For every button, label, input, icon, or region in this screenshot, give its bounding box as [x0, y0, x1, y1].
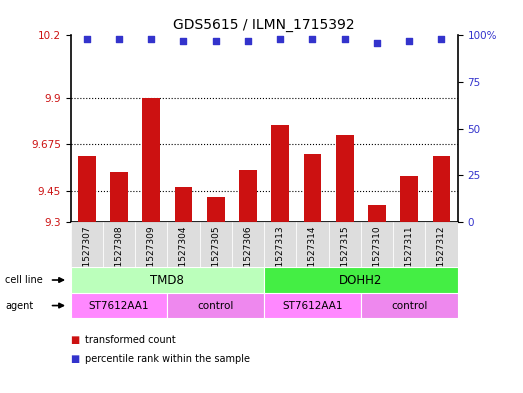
Point [437, 36, 446, 42]
Bar [361, 222, 393, 267]
Bar [78, 156, 96, 222]
Text: GSM1527311: GSM1527311 [405, 226, 414, 286]
Text: ST7612AA1: ST7612AA1 [89, 301, 149, 310]
Bar [264, 222, 297, 267]
Bar [71, 267, 264, 293]
Bar [361, 293, 458, 318]
Bar [393, 222, 425, 267]
Bar [110, 172, 128, 222]
Bar [433, 156, 450, 222]
Point [244, 38, 252, 44]
Text: agent: agent [5, 301, 33, 310]
Text: ■: ■ [71, 354, 83, 364]
Point [147, 36, 155, 42]
Bar [167, 293, 264, 318]
Bar [425, 222, 458, 267]
Text: GSM1527312: GSM1527312 [437, 226, 446, 286]
Bar [71, 222, 103, 267]
Text: cell line: cell line [5, 275, 43, 285]
Bar [239, 170, 257, 222]
Text: control: control [391, 301, 427, 310]
Point [211, 38, 220, 44]
Bar [328, 222, 361, 267]
Bar [71, 293, 167, 318]
Bar [167, 222, 200, 267]
Text: GSM1527309: GSM1527309 [147, 226, 156, 286]
Point [405, 38, 413, 44]
Text: GSM1527304: GSM1527304 [179, 226, 188, 286]
Text: GSM1527314: GSM1527314 [308, 226, 317, 286]
Text: GSM1527315: GSM1527315 [340, 226, 349, 286]
Bar [232, 222, 264, 267]
Text: GSM1527307: GSM1527307 [82, 226, 91, 286]
Bar [336, 135, 354, 222]
Bar [401, 176, 418, 222]
Text: DOHH2: DOHH2 [339, 274, 382, 286]
Bar [135, 222, 167, 267]
Text: control: control [198, 301, 234, 310]
Bar [304, 154, 321, 222]
Bar [103, 222, 135, 267]
Text: GSM1527308: GSM1527308 [115, 226, 123, 286]
Point [309, 36, 317, 42]
Point [83, 36, 91, 42]
Bar [271, 125, 289, 222]
Bar [264, 293, 361, 318]
Bar [200, 222, 232, 267]
Point [373, 40, 381, 46]
Text: ST7612AA1: ST7612AA1 [282, 301, 343, 310]
Text: percentile rank within the sample: percentile rank within the sample [85, 354, 250, 364]
Text: GSM1527306: GSM1527306 [244, 226, 253, 286]
Bar [142, 97, 160, 222]
Bar [264, 267, 458, 293]
Text: ■: ■ [71, 335, 83, 345]
Point [179, 38, 188, 44]
Text: GSM1527305: GSM1527305 [211, 226, 220, 286]
Text: GSM1527313: GSM1527313 [276, 226, 285, 286]
Bar [207, 197, 224, 222]
Text: transformed count: transformed count [85, 335, 176, 345]
Bar [175, 187, 192, 222]
Point [276, 36, 285, 42]
Text: GSM1527310: GSM1527310 [372, 226, 381, 286]
Title: GDS5615 / ILMN_1715392: GDS5615 / ILMN_1715392 [173, 18, 355, 31]
Bar [368, 206, 386, 222]
Text: TMD8: TMD8 [151, 274, 184, 286]
Point [115, 36, 123, 42]
Point [340, 36, 349, 42]
Bar [297, 222, 328, 267]
